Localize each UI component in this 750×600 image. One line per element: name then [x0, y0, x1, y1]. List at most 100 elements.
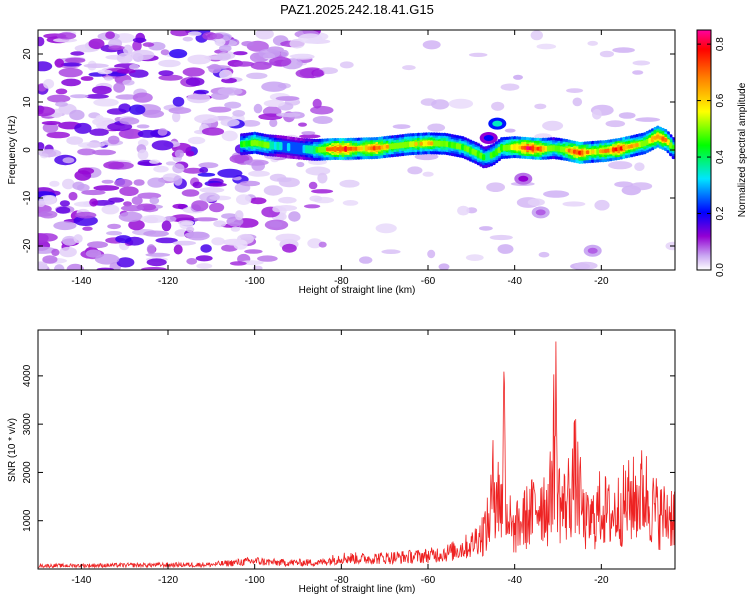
heatmap-noise-blob — [137, 129, 159, 138]
x-tick-label: -40 — [507, 575, 522, 586]
heatmap-noise-blob — [240, 120, 261, 127]
heatmap-noise-blob — [311, 69, 324, 77]
heatmap-ridge-cell — [258, 140, 262, 147]
heatmap-noise-blob — [105, 31, 115, 39]
heatmap-noise-blob — [296, 161, 305, 168]
heatmap-noise-blob — [224, 101, 242, 109]
heatmap-noise-blob — [115, 94, 139, 100]
heatmap-noise-blob — [42, 122, 59, 133]
heatmap-ridge-cell — [513, 144, 517, 151]
heatmap-ridge-cell — [624, 145, 629, 150]
y-tick-label: 10 — [22, 96, 33, 108]
heatmap-noise-blob — [158, 74, 183, 81]
heatmap-noise-blob — [486, 182, 505, 192]
heatmap-noise-blob — [129, 104, 146, 115]
heatmap-ridge-cell — [484, 152, 488, 162]
heatmap-side-blob-core — [535, 209, 546, 216]
heatmap-ridge-cell — [375, 146, 379, 150]
heatmap-ridge-cell — [554, 145, 559, 152]
heatmap-noise-blob — [614, 181, 634, 188]
heatmap-ridge-cell — [575, 150, 579, 155]
heatmap-noise-blob — [133, 179, 145, 186]
heatmap-noise-blob — [213, 220, 227, 228]
heatmap-noise-blob — [49, 180, 60, 187]
heatmap-ridge-cell — [471, 148, 475, 155]
heatmap-noise-blob — [230, 226, 241, 232]
heatmap-ridge-cell — [458, 143, 462, 150]
heatmap-noise-blob — [107, 223, 121, 230]
heatmap-ridge-cell — [611, 147, 616, 152]
x-tick-label: -40 — [507, 276, 522, 287]
y-tick-label: 2000 — [22, 461, 33, 484]
heatmap-noise-blob — [106, 231, 123, 236]
heatmap-noise-blob — [317, 172, 328, 184]
heatmap-noise-blob — [198, 162, 219, 169]
heatmap-noise-blob — [172, 203, 187, 209]
y-tick-label: -20 — [22, 238, 33, 253]
heatmap-ridge-cell — [266, 142, 270, 149]
heatmap-noise-blob — [165, 161, 176, 166]
heatmap-ridge-cell — [593, 148, 598, 155]
heatmap-noise-blob — [263, 99, 285, 107]
heatmap-ridge-cell — [635, 143, 639, 147]
heatmap-noise-blob — [253, 103, 263, 114]
heatmap-noise-blob — [172, 111, 181, 123]
heatmap-noise-blob — [489, 234, 513, 241]
heatmap-noise-blob — [137, 149, 149, 160]
x-tick-label: -140 — [71, 276, 91, 287]
heatmap-noise-blob — [605, 120, 626, 128]
heatmap-ridge-cell — [489, 152, 494, 159]
heatmap-noise-blob — [174, 149, 185, 158]
colorbar: 0.0 0.2 0.4 0.6 0.8 Normalized spectral ampl… — [696, 29, 748, 277]
heatmap-ridge-cell — [645, 138, 650, 145]
heatmap-noise-blob — [74, 122, 92, 134]
heatmap-ridge-cell — [422, 140, 426, 147]
heatmap-ridge-cell — [359, 146, 364, 151]
heatmap-noise-blob — [497, 244, 514, 254]
heatmap-noise-blob — [108, 45, 125, 51]
heatmap-noise-blob — [191, 200, 209, 212]
heatmap-noise-blob — [115, 235, 132, 244]
colorbar-tick-label: 0.8 — [715, 37, 726, 51]
heatmap-ridge-cell — [432, 140, 436, 147]
heatmap-noise-blob — [142, 109, 165, 118]
heatmap-noise-blob — [199, 192, 220, 202]
heatmap-ridge-cell — [476, 151, 481, 158]
heatmap-noise-blob — [186, 226, 195, 233]
y-tick-label: 20 — [22, 48, 33, 60]
heatmap-noise-blob — [212, 33, 224, 40]
snr-x-axis-label: Height of straight line (km) — [299, 584, 416, 595]
heatmap-ridge-cell — [510, 144, 514, 151]
heatmap-side-blob-core — [483, 135, 494, 141]
heatmap-noise-blob — [38, 233, 49, 244]
heatmap-ridge-cell — [419, 141, 423, 146]
heatmap-ridge-cell — [442, 140, 447, 147]
heatmap-noise-blob — [491, 101, 505, 111]
heatmap-ridge-cell — [260, 141, 265, 148]
heatmap-noise-blob — [543, 190, 570, 198]
heatmap-noise-blob — [129, 63, 140, 70]
heatmap-noise-blob — [38, 142, 45, 151]
heatmap-noise-blob — [193, 89, 209, 95]
heatmap-ridge-cell — [617, 147, 621, 151]
heatmap-noise-blob — [142, 42, 155, 47]
heatmap-ridge-cell — [253, 139, 257, 146]
heatmap-noise-blob — [193, 217, 219, 222]
heatmap-noise-blob — [70, 94, 89, 99]
heatmap-noise-blob — [186, 258, 198, 265]
colorbar-tick-label: 0.0 — [715, 263, 726, 277]
heatmap-noise-blob — [101, 179, 114, 184]
heatmap-ridge-cell — [455, 143, 460, 150]
snr-x-axis: -140 -120 -100 -80 -60 -40 -20 — [71, 330, 609, 586]
heatmap-ridge-cell — [380, 145, 384, 150]
heatmap-noise-blob — [103, 76, 114, 81]
colorbar-gradient — [696, 29, 712, 271]
heatmap-noise-blob — [438, 263, 450, 270]
heatmap-noise-blob — [89, 128, 109, 136]
heatmap-ridge-cell — [570, 149, 574, 154]
heatmap-noise-blob — [128, 219, 145, 231]
heatmap-ridge-cell — [557, 145, 561, 152]
heatmap-ridge-cell — [416, 140, 421, 147]
heatmap-ridge-cell — [411, 141, 416, 148]
heatmap-noise-layer — [38, 30, 675, 270]
